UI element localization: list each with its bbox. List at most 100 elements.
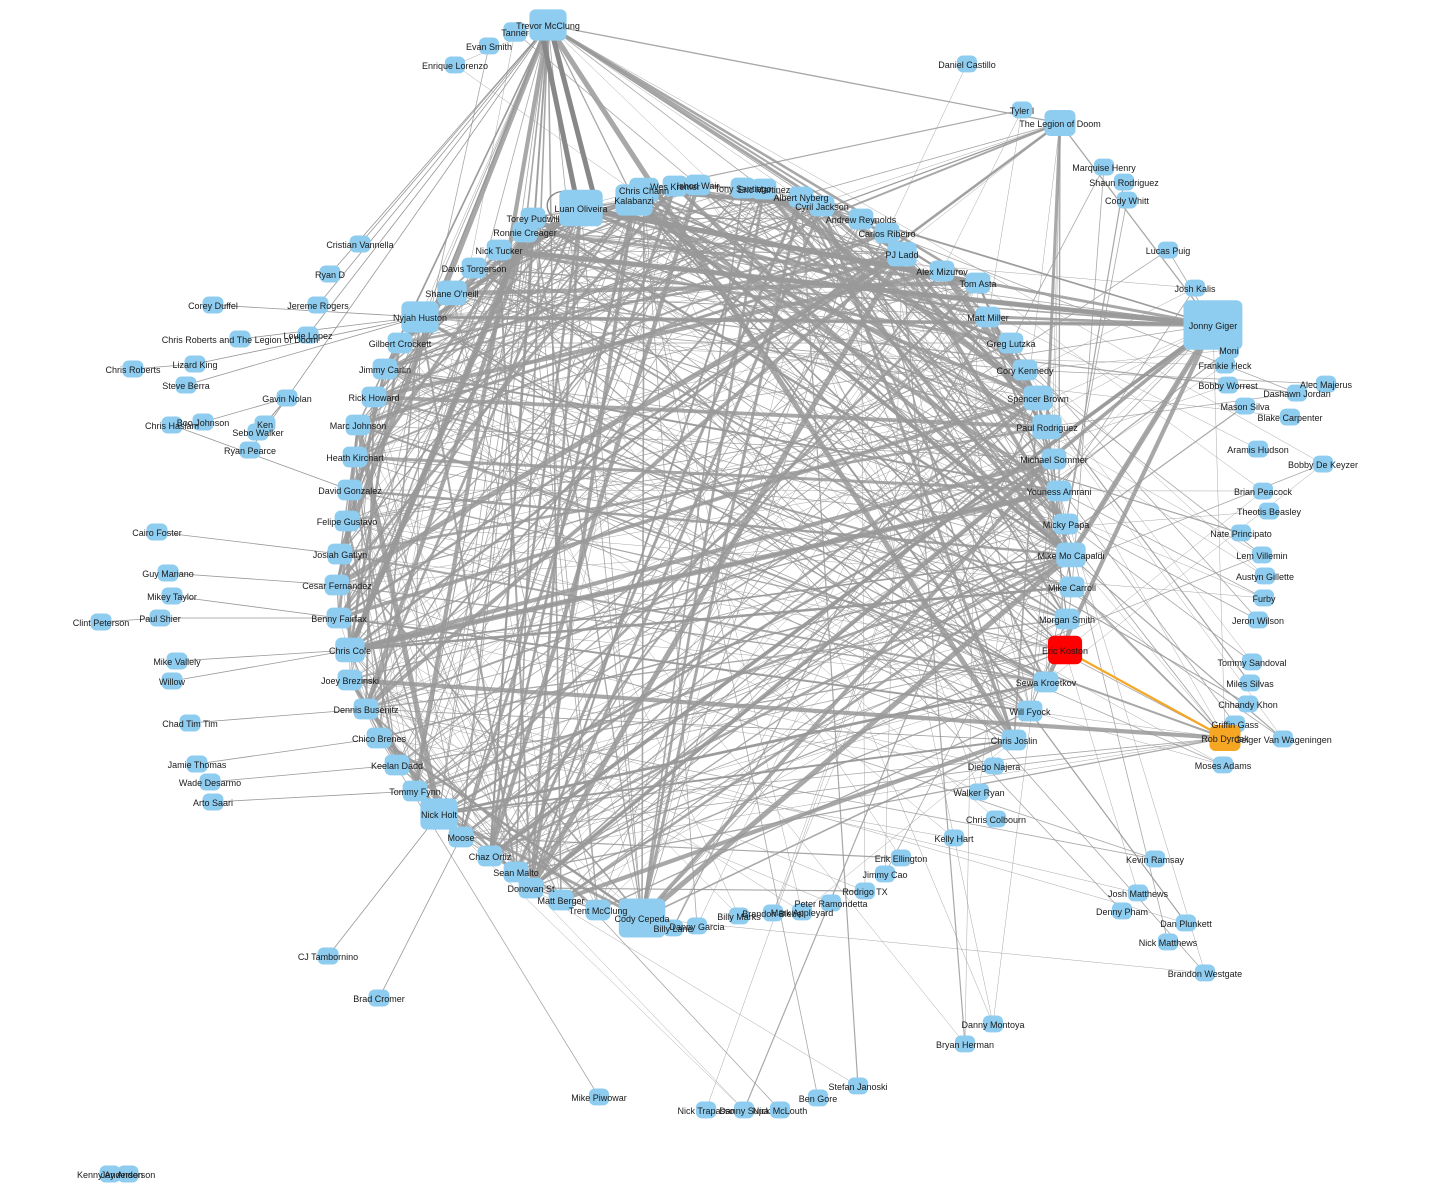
svg-text:Cory Kennedy: Cory Kennedy: [996, 366, 1054, 376]
svg-text:Chris Chann: Chris Chann: [619, 186, 669, 196]
svg-text:Shane O'neill: Shane O'neill: [425, 289, 478, 299]
svg-text:Billy Marks: Billy Marks: [717, 912, 761, 922]
svg-text:Josh Kalis: Josh Kalis: [1174, 284, 1216, 294]
svg-text:Chris Cole: Chris Cole: [329, 646, 371, 656]
svg-text:Nick Holt: Nick Holt: [421, 810, 458, 820]
svg-text:Jimmy Carlin: Jimmy Carlin: [359, 365, 411, 375]
svg-text:Mark Appleyard: Mark Appleyard: [771, 908, 834, 918]
svg-text:Tony Santiago: Tony Santiago: [714, 184, 771, 194]
svg-text:Stefan Janoski: Stefan Janoski: [828, 1082, 887, 1092]
svg-text:Cody Whitt: Cody Whitt: [1105, 196, 1150, 206]
svg-text:Bobby Worrest: Bobby Worrest: [1198, 381, 1258, 391]
svg-text:Jonny Giger: Jonny Giger: [1189, 321, 1238, 331]
svg-text:Tommy Sandoval: Tommy Sandoval: [1217, 658, 1286, 668]
svg-text:Mikey Taylor: Mikey Taylor: [147, 592, 197, 602]
svg-text:Brandon Westgate: Brandon Westgate: [1168, 969, 1242, 979]
svg-text:CJ Tambornino: CJ Tambornino: [298, 952, 358, 962]
svg-text:Felipe Gustavo: Felipe Gustavo: [317, 517, 378, 527]
svg-text:Chris Haslam: Chris Haslam: [145, 421, 199, 431]
svg-text:Jimmy Cao: Jimmy Cao: [862, 870, 907, 880]
svg-text:Ryan D: Ryan D: [315, 270, 346, 280]
svg-text:Lizard King: Lizard King: [172, 360, 217, 370]
svg-text:Will Fyock: Will Fyock: [1010, 707, 1051, 717]
svg-text:Cesar Fernandez: Cesar Fernandez: [302, 581, 372, 591]
svg-text:Ben Gore: Ben Gore: [799, 1094, 838, 1104]
svg-text:Benny Fairfax: Benny Fairfax: [311, 614, 367, 624]
svg-text:Guy Mariano: Guy Mariano: [142, 569, 194, 579]
svg-text:Josh Matthews: Josh Matthews: [1108, 889, 1169, 899]
svg-text:Ronnie Creager: Ronnie Creager: [493, 228, 557, 238]
svg-text:Brad Cromer: Brad Cromer: [353, 994, 405, 1004]
svg-text:Nyjah Huston: Nyjah Huston: [393, 313, 447, 323]
svg-text:Erik Ellington: Erik Ellington: [875, 854, 928, 864]
svg-text:Frankie Heck: Frankie Heck: [1198, 361, 1252, 371]
svg-text:Tommy Fynn: Tommy Fynn: [389, 787, 441, 797]
svg-text:Paul Shier: Paul Shier: [139, 614, 181, 624]
svg-text:Spencer Brown: Spencer Brown: [1007, 394, 1069, 404]
svg-text:Andrew Reynolds: Andrew Reynolds: [826, 215, 897, 225]
svg-text:Diego Najera: Diego Najera: [968, 762, 1021, 772]
svg-text:Bobby De Keyzer: Bobby De Keyzer: [1288, 460, 1358, 470]
svg-text:Aramis Hudson: Aramis Hudson: [1227, 445, 1289, 455]
svg-text:Chaz Ortiz: Chaz Ortiz: [469, 852, 512, 862]
svg-text:Wade Desarmo: Wade Desarmo: [179, 778, 241, 788]
svg-text:David Gonzalez: David Gonzalez: [318, 486, 382, 496]
svg-text:Heath Kirchart: Heath Kirchart: [326, 453, 384, 463]
svg-text:Austyn Gillette: Austyn Gillette: [1236, 572, 1294, 582]
svg-text:Cyril Jackson: Cyril Jackson: [795, 202, 849, 212]
svg-text:Lucas Puig: Lucas Puig: [1146, 246, 1191, 256]
svg-text:Bryan Herman: Bryan Herman: [936, 1040, 994, 1050]
svg-text:Luan Oliveira: Luan Oliveira: [554, 204, 607, 214]
svg-text:Michael Sommer: Michael Sommer: [1020, 455, 1088, 465]
svg-text:Chris Joslin: Chris Joslin: [991, 736, 1038, 746]
svg-text:Lem Villemin: Lem Villemin: [1236, 551, 1287, 561]
svg-text:Matt Berger: Matt Berger: [537, 896, 584, 906]
svg-text:Danny Garcia: Danny Garcia: [669, 922, 724, 932]
svg-text:Miles Silvas: Miles Silvas: [1226, 679, 1274, 689]
svg-text:Sebo Walker: Sebo Walker: [232, 428, 283, 438]
svg-text:Nate Principato: Nate Principato: [1210, 529, 1272, 539]
svg-text:Micky Papa: Micky Papa: [1043, 520, 1090, 530]
svg-text:Tom Asta: Tom Asta: [959, 279, 996, 289]
svg-text:Steve Berra: Steve Berra: [162, 381, 210, 391]
svg-text:Mike Carroll: Mike Carroll: [1048, 583, 1096, 593]
svg-text:Youness Amrani: Youness Amrani: [1027, 487, 1092, 497]
svg-text:Nick Tucker: Nick Tucker: [475, 246, 522, 256]
svg-text:Chris Roberts: Chris Roberts: [105, 365, 161, 375]
svg-text:Tanner: Tanner: [501, 28, 529, 38]
svg-text:Gavin Nolan: Gavin Nolan: [262, 394, 312, 404]
svg-text:The Legion of Doom: The Legion of Doom: [1019, 119, 1101, 129]
svg-text:Rodrigo TX: Rodrigo TX: [842, 887, 887, 897]
svg-text:Nick Trapasso: Nick Trapasso: [677, 1106, 734, 1116]
svg-text:Sewa Kroetkov: Sewa Kroetkov: [1016, 678, 1077, 688]
svg-text:Dashawn Jordan: Dashawn Jordan: [1263, 389, 1331, 399]
svg-text:Cody Cepeda: Cody Cepeda: [614, 914, 669, 924]
svg-text:Jereme Rogers: Jereme Rogers: [287, 301, 349, 311]
svg-text:Dennis Busenitz: Dennis Busenitz: [333, 705, 399, 715]
svg-text:Davis Torgerson: Davis Torgerson: [442, 264, 507, 274]
svg-text:Marc Johnson: Marc Johnson: [330, 421, 387, 431]
svg-text:Daniel Castillo: Daniel Castillo: [938, 60, 996, 70]
svg-text:Tyler I: Tyler I: [1010, 106, 1035, 116]
svg-text:Moni: Moni: [1219, 346, 1239, 356]
svg-text:Josiah Gatlyn: Josiah Gatlyn: [313, 550, 368, 560]
svg-text:PJ Ladd: PJ Ladd: [885, 250, 918, 260]
svg-text:Kelly Hart: Kelly Hart: [934, 834, 974, 844]
svg-text:Willow: Willow: [159, 677, 185, 687]
svg-text:Eric Koston: Eric Koston: [1042, 646, 1088, 656]
svg-text:Corey Duffel: Corey Duffel: [188, 301, 238, 311]
svg-text:Nick Matthews: Nick Matthews: [1139, 938, 1198, 948]
svg-text:Geiger Van Wageningen: Geiger Van Wageningen: [1234, 735, 1332, 745]
svg-text:Brian Peacock: Brian Peacock: [1234, 487, 1293, 497]
svg-text:Morgan Smith: Morgan Smith: [1039, 615, 1095, 625]
svg-text:Jey Anderson: Jey Anderson: [101, 1170, 156, 1180]
svg-text:Clint Peterson: Clint Peterson: [73, 618, 130, 628]
svg-text:Rob Dyrdek: Rob Dyrdek: [1201, 734, 1249, 744]
svg-text:Gilbert Crockett: Gilbert Crockett: [369, 339, 432, 349]
svg-text:Chhandy Khon: Chhandy Khon: [1218, 700, 1278, 710]
svg-text:Jeron Wilson: Jeron Wilson: [1232, 616, 1284, 626]
svg-text:Denny Pham: Denny Pham: [1096, 907, 1148, 917]
svg-text:Donovan St: Donovan St: [507, 884, 555, 894]
svg-text:Chris Roberts and The Legion o: Chris Roberts and The Legion of Doom: [162, 335, 318, 345]
svg-text:Mason Silva: Mason Silva: [1220, 402, 1269, 412]
